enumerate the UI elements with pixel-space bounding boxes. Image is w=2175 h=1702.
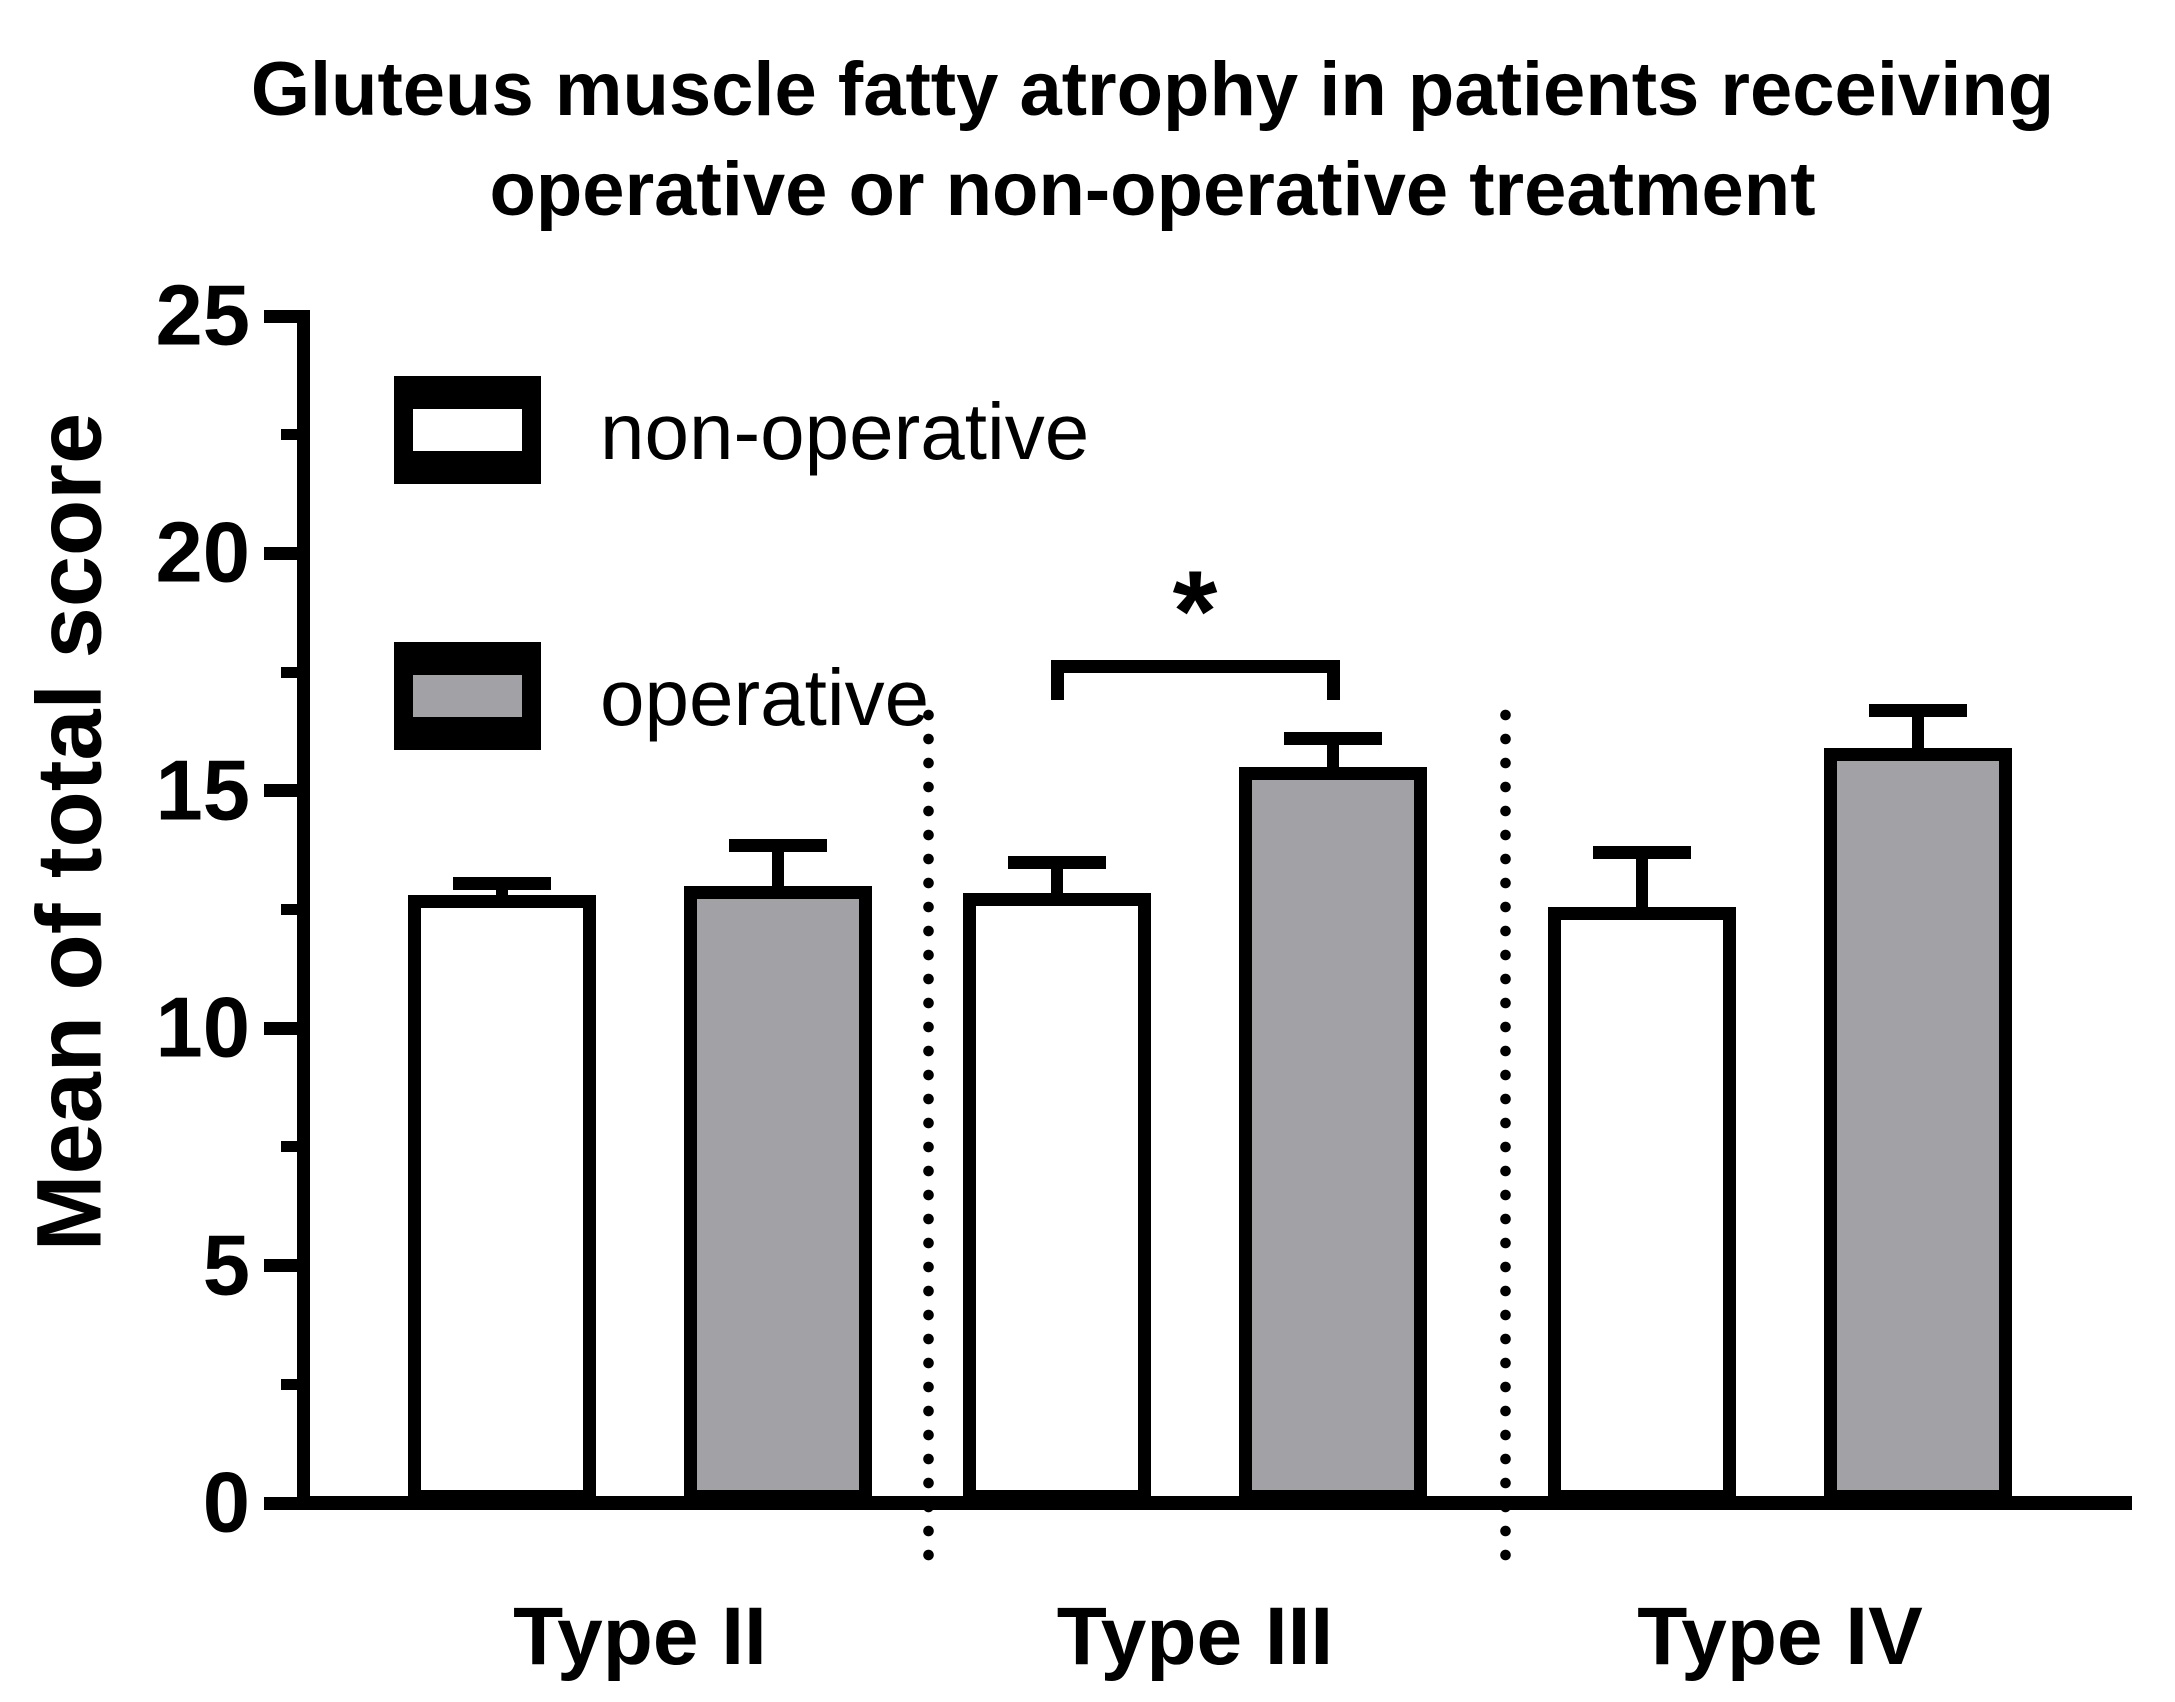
y-axis-minor-tick: [281, 1378, 310, 1390]
error-bar-cap: [1008, 855, 1106, 869]
significance-asterisk: *: [1172, 548, 1218, 676]
bar-type-iii-operative: [1239, 767, 1427, 1503]
error-bar-cap: [1593, 846, 1691, 860]
y-axis-tick-label: 15: [155, 743, 250, 839]
significance-bracket: [1050, 660, 1340, 700]
y-axis-minor-tick: [281, 429, 310, 441]
y-axis-major-tick: [264, 1496, 310, 1510]
bar-type-iv-operative: [1824, 748, 2012, 1503]
error-bar-cap: [1284, 732, 1382, 746]
legend-swatch-non-operative-fill: [413, 409, 522, 451]
error-bar-stem: [1636, 852, 1648, 914]
error-bar-cap: [1869, 703, 1967, 717]
dotted-group-separator: [922, 703, 934, 1562]
chart-title-line-2: operative or non-operative treatment: [489, 147, 1816, 232]
y-axis-major-tick: [264, 309, 310, 323]
error-bar-stem: [1327, 738, 1339, 774]
bar-type-ii-non-operative: [408, 895, 596, 1503]
x-category-label: Type II: [513, 1591, 767, 1682]
y-axis-major-tick: [264, 784, 310, 798]
legend-swatch-non-operative: [394, 376, 541, 484]
y-axis-tick-label: 25: [155, 268, 250, 364]
legend-swatch-operative: [394, 642, 541, 750]
chart-title-line-1: Gluteus muscle fatty atrophy in patients…: [250, 47, 2055, 132]
y-axis-major-tick: [264, 1259, 310, 1273]
y-axis-tick-label: 5: [202, 1218, 250, 1314]
legend-label-non-operative: non-operative: [600, 387, 1090, 476]
y-axis-tick-label: 10: [155, 980, 250, 1076]
legend-label-operative: operative: [600, 653, 930, 742]
legend-swatch-operative-fill: [413, 675, 522, 717]
bar-type-ii-operative: [684, 885, 872, 1503]
y-axis-minor-tick: [281, 1141, 310, 1153]
dotted-group-separator: [1499, 703, 1511, 1562]
chart-title: Gluteus muscle fatty atrophy in patients…: [130, 40, 2175, 240]
error-bar-cap: [453, 876, 551, 890]
error-bar-stem: [1051, 862, 1063, 899]
y-axis-major-tick: [264, 1021, 310, 1035]
y-axis-tick-label: 0: [202, 1455, 250, 1551]
y-axis-minor-tick: [281, 666, 310, 678]
x-category-label: Type IV: [1637, 1591, 1923, 1682]
error-bar-stem: [772, 845, 784, 892]
y-axis-minor-tick: [281, 904, 310, 915]
x-category-label: Type III: [1056, 1591, 1334, 1682]
y-axis-major-tick: [264, 546, 310, 560]
y-axis-tick-label: 20: [155, 505, 250, 601]
error-bar-cap: [729, 838, 827, 852]
bar-type-iv-non-operative: [1548, 907, 1736, 1503]
bar-type-iii-non-operative: [963, 892, 1151, 1503]
error-bar-stem: [1912, 710, 1924, 755]
